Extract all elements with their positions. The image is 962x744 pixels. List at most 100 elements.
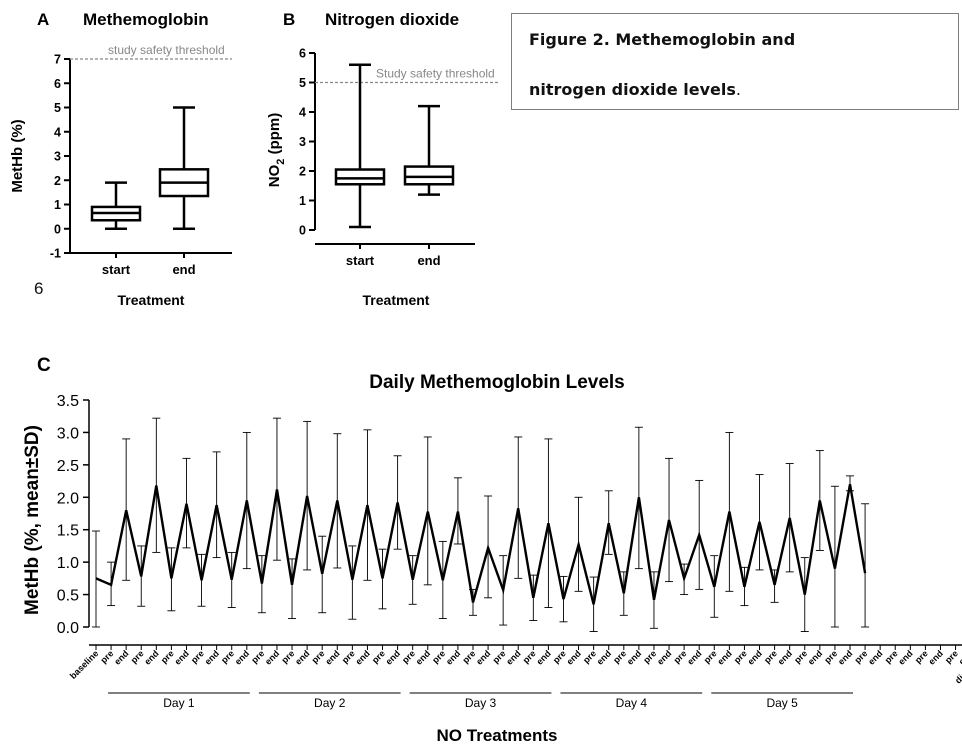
- x-axis-title: Treatment: [363, 292, 430, 308]
- error-bar: [288, 558, 297, 620]
- y-axis-title: MetHb (%): [9, 119, 26, 192]
- x-tick-label: end: [776, 648, 794, 666]
- y-tick-label: 0: [299, 224, 306, 238]
- panel-letter: A: [37, 10, 49, 29]
- x-tick-label: end: [625, 648, 643, 666]
- x-tick-label: pre: [913, 648, 930, 665]
- error-bar: [453, 477, 462, 545]
- panel-title: Methemoglobin: [83, 10, 209, 29]
- x-tick-label: baseline: [68, 648, 101, 681]
- stray-page-number: 6: [34, 279, 44, 298]
- day-bracket-label: Day 3: [465, 696, 497, 710]
- x-tick-label: pre: [189, 648, 206, 665]
- x-tick-label: end: [112, 648, 130, 666]
- x-tick-label: end: [172, 648, 190, 666]
- x-tick-label: end: [565, 648, 583, 666]
- x-tick-label: pre: [219, 648, 236, 665]
- y-tick-label: 3: [299, 135, 306, 149]
- error-bar: [649, 571, 658, 629]
- x-tick-label: end: [655, 648, 673, 666]
- y-tick-label: 2.0: [57, 490, 79, 507]
- x-tick-label: pre: [491, 648, 508, 665]
- y-tick-label: 0: [54, 222, 61, 236]
- error-bar: [272, 417, 281, 561]
- x-tick-label: pre: [129, 648, 146, 665]
- box-end: [403, 104, 455, 196]
- x-tick-label: end: [806, 648, 824, 666]
- x-tick-label: pre: [672, 648, 689, 665]
- x-tick-label: end: [323, 648, 341, 666]
- box-start: [90, 181, 142, 230]
- iqr-box: [334, 168, 386, 186]
- y-tick-label: 2: [299, 165, 306, 179]
- x-tick-label: end: [142, 648, 160, 666]
- y-tick-label: 5: [299, 76, 306, 90]
- error-bar: [122, 438, 131, 581]
- x-tick-label: pre: [732, 648, 749, 665]
- y-tick-label: 7: [54, 53, 61, 67]
- day-bracket-label: Day 1: [163, 696, 195, 710]
- panel-c-daily-methemoglobin: C Daily Methemoglobin Levels 0.0 0.5 1.0 1.5 2…: [22, 355, 962, 744]
- box-end: [158, 106, 210, 230]
- y-tick-label: -1: [50, 247, 61, 261]
- x-tick-label: end: [595, 648, 613, 666]
- error-bar: [408, 555, 417, 605]
- y-tick-label: 1: [299, 194, 306, 208]
- x-tick-label: pre: [370, 648, 387, 665]
- x-tick-label: pre: [702, 648, 719, 665]
- x-tick-label: end: [685, 648, 703, 666]
- x-tick-label: end: [926, 648, 944, 666]
- y-title-rest: (ppm): [266, 113, 283, 159]
- x-tick-label: pre: [581, 648, 598, 665]
- error-bar: [227, 551, 236, 608]
- error-bar: [257, 555, 266, 614]
- x-tick-label: end: [384, 648, 402, 666]
- y-tick-label: 1: [54, 198, 61, 212]
- x-tick-label: end: [866, 648, 884, 666]
- x-tick-label: pre: [822, 648, 839, 665]
- x-tick-label: end: [957, 648, 962, 666]
- x-tick-label: start: [346, 253, 375, 268]
- y-tick-label: 3: [54, 150, 61, 164]
- y-tick-label: 0.0: [57, 620, 79, 637]
- x-tick-label: pre: [159, 648, 176, 665]
- x-tick-label: end: [263, 648, 281, 666]
- panel-b-nitrogen-dioxide: B Nitrogen dioxide 0 1 2 3 4 5 6 Study safety thr…: [266, 10, 500, 308]
- x-tick-label: end: [172, 262, 195, 277]
- x-axis-title: Treatment: [118, 292, 185, 308]
- x-tick-label: pre: [551, 648, 568, 665]
- x-tick-label: end: [746, 648, 764, 666]
- error-bar: [348, 545, 357, 620]
- error-bar: [318, 535, 327, 614]
- box-start: [334, 63, 386, 229]
- error-bar: [182, 457, 191, 549]
- x-tick-label: end: [293, 648, 311, 666]
- x-axis-title: NO Treatments: [437, 726, 558, 744]
- error-bar: [604, 490, 613, 555]
- x-tick-label: pre: [611, 648, 628, 665]
- y-tick-label: 2.5: [57, 458, 79, 475]
- error-bar: [152, 417, 161, 553]
- mean-line-series: [95, 484, 867, 605]
- x-tick-label: pre: [249, 648, 266, 665]
- x-tick-label: end: [233, 648, 251, 666]
- y-tick-label: 4: [299, 106, 306, 120]
- panel-letter: C: [37, 355, 51, 376]
- x-tick-label: pre: [460, 648, 477, 665]
- error-bar: [514, 436, 523, 579]
- y-tick-label: 3.5: [57, 393, 79, 410]
- x-tick-label: pre: [310, 648, 327, 665]
- iqr-box: [403, 165, 455, 186]
- y-tick-label: 6: [54, 77, 61, 91]
- x-tick-label: pre: [883, 648, 900, 665]
- x-tick-label: pre: [792, 648, 809, 665]
- y-title-subscript: 2: [275, 159, 287, 165]
- x-tick-label: pre: [853, 648, 870, 665]
- y-axis-title: NO2 (ppm): [266, 113, 287, 187]
- figure-caption-box: Figure 2. Methemoglobin and nitrogen dio…: [511, 13, 959, 110]
- x-tick-label: pre: [430, 648, 447, 665]
- y-tick-label: 6: [299, 47, 306, 61]
- caption-line-2-bold: nitrogen dioxide levels: [529, 80, 736, 99]
- error-bar: [423, 436, 432, 586]
